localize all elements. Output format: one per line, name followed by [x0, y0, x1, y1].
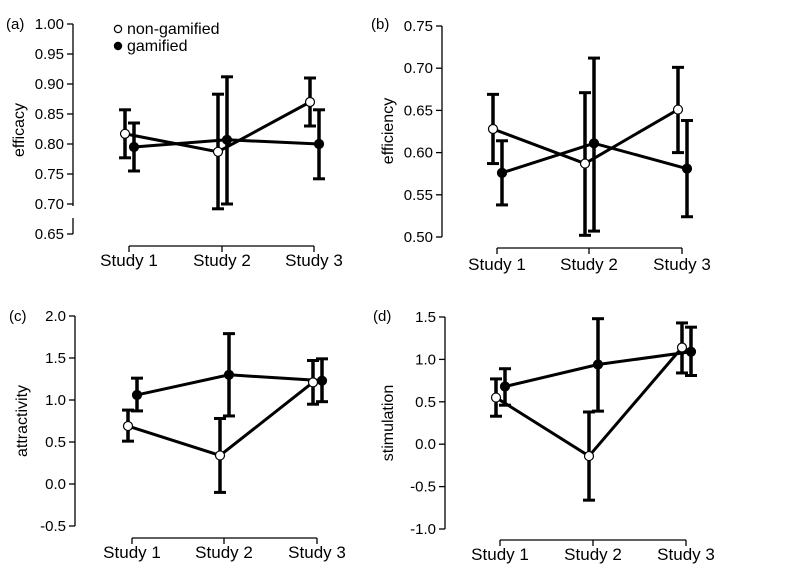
- legend: non-gamified gamified: [113, 21, 220, 55]
- data-point-non-gamified: [490, 392, 502, 403]
- x-tick-label: Study 1: [103, 543, 161, 562]
- y-tick-label: 0.70: [35, 196, 64, 213]
- y-tick-label: 0.95: [35, 46, 64, 63]
- data-point-non-gamified: [212, 146, 224, 157]
- data-point-gamified: [128, 141, 140, 153]
- y-tick-label: 0.0: [415, 436, 436, 453]
- data-point-non-gamified: [122, 420, 134, 432]
- y-tick-label: 0.75: [404, 18, 433, 35]
- panel-b: (b) 0.75 0.70 0.65 0.60 0.55 0.50 efficiency Stu…: [371, 16, 711, 274]
- y-tick-label: 1.0: [45, 392, 66, 409]
- data-point-gamified: [592, 359, 604, 370]
- y-tick-label: 2.0: [45, 308, 66, 325]
- y-tick-label: 0.55: [404, 187, 433, 204]
- panel-d: (d) 1.5 1.0 0.5 0.0 -0.5 -1.0 stimulation Study …: [373, 308, 715, 564]
- x-tick-label: Study 2: [193, 251, 251, 270]
- y-tick-label: -0.5: [410, 479, 436, 496]
- x-tick-label: Study 2: [560, 255, 618, 274]
- y-tick-label: -0.5: [40, 518, 66, 535]
- data-point-non-gamified: [672, 104, 684, 115]
- y-tick-label: 0.0: [45, 476, 66, 493]
- panel-label: (c): [9, 308, 27, 325]
- y-tick-label: 0.5: [415, 394, 436, 411]
- data-point-gamified: [223, 369, 235, 380]
- data-point-gamified: [221, 134, 233, 145]
- y-tick-label: 0.5: [45, 434, 66, 451]
- x-tick-label: Study 2: [195, 543, 253, 562]
- y-tick-label: 0.80: [35, 136, 64, 153]
- panel-a: (a) 1.00 0.95 0.90 0.85 0.80 0.75 0.70 0.65 effic…: [6, 16, 343, 270]
- y-tick-label: 1.5: [415, 309, 436, 326]
- data-point-gamified: [496, 167, 508, 178]
- x-tick-label: Study 3: [653, 255, 711, 274]
- panel-label: (b): [371, 16, 389, 33]
- y-tick-label: -1.0: [410, 521, 436, 538]
- data-point-gamified: [316, 375, 328, 386]
- y-tick-label: 1.00: [35, 16, 64, 33]
- data-point-non-gamified: [676, 342, 688, 353]
- x-tick-label: Study 3: [657, 545, 715, 564]
- y-tick-label: 0.50: [404, 229, 433, 246]
- data-point-non-gamified: [307, 377, 319, 388]
- legend-label-non-gamified: non-gamified: [127, 21, 220, 38]
- data-point-gamified: [681, 163, 693, 174]
- data-point-gamified: [499, 381, 511, 392]
- x-tick-label: Study 2: [564, 545, 622, 564]
- data-point-non-gamified: [214, 450, 226, 461]
- y-tick-label: 1.5: [45, 350, 66, 367]
- y-tick-label: 1.0: [415, 351, 436, 368]
- legend-label-gamified: gamified: [127, 38, 187, 55]
- y-tick-label: 0.65: [404, 102, 433, 119]
- data-point-non-gamified: [579, 158, 591, 169]
- panel-label: (d): [373, 308, 391, 325]
- data-point-non-gamified: [583, 450, 595, 462]
- x-tick-label: Study 1: [100, 251, 158, 270]
- data-point-gamified: [131, 389, 143, 401]
- data-point-non-gamified: [119, 128, 131, 139]
- data-point-non-gamified: [304, 96, 316, 108]
- y-tick-label: 0.60: [404, 145, 433, 162]
- x-tick-label: Study 1: [471, 545, 529, 564]
- y-axis-title: efficacy: [11, 103, 28, 157]
- legend-marker-filled-icon: [113, 41, 123, 51]
- data-point-non-gamified: [487, 123, 499, 135]
- x-tick-label: Study 3: [285, 251, 343, 270]
- data-point-gamified: [588, 138, 600, 149]
- y-tick-label: 0.70: [404, 60, 433, 77]
- panel-c: (c) 2.0 1.5 1.0 0.5 0.0 -0.5 attractivity Study …: [9, 308, 346, 562]
- x-tick-label: Study 1: [468, 255, 526, 274]
- y-tick-label: 0.65: [35, 226, 64, 243]
- y-tick-label: 0.90: [35, 76, 64, 93]
- y-axis-title: attractivity: [14, 385, 31, 457]
- y-tick-label: 0.85: [35, 106, 64, 123]
- data-point-gamified: [313, 138, 325, 150]
- panel-label: (a): [6, 16, 24, 33]
- y-axis-title: stimulation: [380, 385, 397, 461]
- y-axis-title: efficiency: [380, 98, 397, 164]
- y-tick-label: 0.75: [35, 166, 64, 183]
- legend-marker-open-icon: [113, 24, 123, 34]
- data-point-gamified: [685, 346, 697, 357]
- x-tick-label: Study 3: [288, 543, 346, 562]
